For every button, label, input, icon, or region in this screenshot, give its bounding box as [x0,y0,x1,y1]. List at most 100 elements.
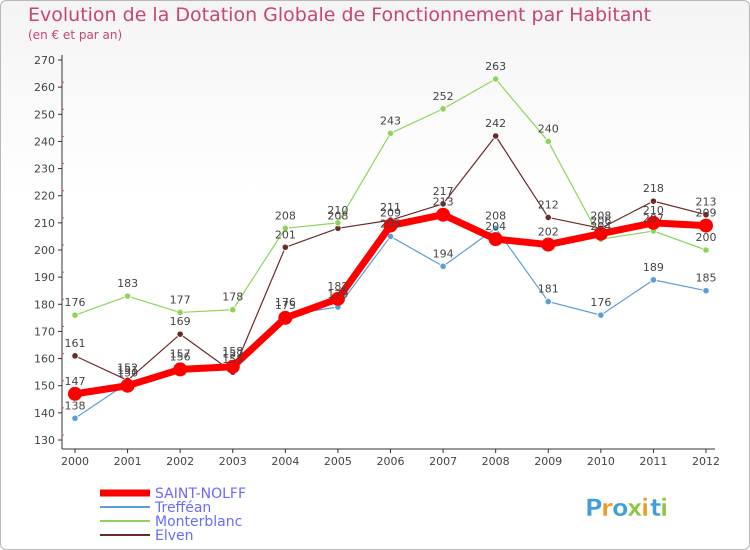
data-point [544,137,552,146]
data-label: 204 [485,220,506,233]
x-tick-label: 2002 [166,455,194,468]
data-point [278,310,293,325]
data-label: 175 [275,299,296,312]
data-label: 213 [696,196,717,209]
series-layer [68,75,713,422]
data-label: 157 [222,348,243,361]
y-tick-label: 170 [34,325,55,338]
y-tick-label: 220 [34,190,55,203]
data-label: 204 [590,220,611,233]
chart-subtitle: (en € et par an) [28,28,123,42]
x-tick-label: 2005 [324,455,352,468]
data-label: 243 [380,114,401,127]
data-label: 209 [380,207,401,220]
x-tick-label: 2012 [692,455,720,468]
data-point [492,224,500,232]
data-label: 213 [433,196,454,209]
data-point [176,330,184,338]
data-point [68,386,82,401]
x-tick-label: 2000 [61,455,89,468]
data-point [71,414,79,422]
data-label: 200 [696,231,717,244]
data-point [439,262,447,270]
data-point [436,207,451,222]
x-tick-label: 2008 [482,455,510,468]
data-label: 240 [538,122,559,135]
data-label: 207 [643,212,664,225]
y-tick-label: 270 [34,54,55,67]
data-label: 201 [275,228,296,241]
data-point [544,297,552,306]
data-label: 185 [696,272,717,285]
data-point [176,308,184,317]
y-tick-label: 250 [34,108,55,121]
data-label: 194 [433,247,454,260]
x-tick-label: 2010 [587,455,615,468]
data-label: 211 [380,201,401,214]
data-point [702,287,710,295]
y-tick-label: 140 [34,407,55,420]
data-label: 208 [485,209,506,222]
data-label: 252 [433,90,454,103]
data-point [702,211,710,219]
data-point [71,352,79,360]
data-point [173,362,188,377]
data-point [699,218,713,233]
data-label: 150 [117,367,138,380]
data-label: 208 [590,209,611,222]
data-label: 156 [170,350,191,363]
data-point [71,311,79,319]
brand-letter: o [612,494,629,522]
data-label: 210 [643,204,664,217]
y-tick-label: 260 [34,81,55,94]
data-point [229,306,237,314]
data-point [541,237,556,252]
data-label: 176 [65,296,86,309]
data-label: 212 [538,198,559,211]
data-label: 217 [433,185,454,198]
legend-label: Elven [155,528,194,544]
x-tick-label: 2011 [639,455,667,468]
y-tick-label: 230 [34,163,55,176]
data-label: 210 [327,204,348,217]
data-point [386,129,395,137]
data-label: 189 [643,261,664,274]
x-tick-label: 2003 [219,455,247,468]
axes: 130 140 150 160 170 180 190 200 210 220 230 240 250 2… [34,54,720,468]
y-tick-label: 210 [34,217,55,230]
data-label: 206 [590,215,611,228]
data-point [123,292,132,300]
data-point [334,219,342,227]
data-point [281,243,289,251]
y-tick-label: 150 [34,380,55,393]
chart-title: Evolution de la Dotation Globale de Fonc… [28,4,651,26]
data-label: 151 [117,364,138,377]
data-label: 208 [327,209,348,222]
brand-letter: i [660,494,668,522]
x-tick-label: 2007 [429,455,457,468]
legend-label: Trefféan [154,500,211,516]
data-point [120,378,135,393]
data-label: 205 [380,217,401,230]
data-label: 263 [485,60,506,73]
x-tick-label: 2001 [114,455,142,468]
data-point [649,276,658,284]
data-label: 176 [590,296,611,309]
data-point [492,132,500,140]
data-point [492,75,500,83]
brand-logo: Pr oxi ti [585,494,669,523]
data-label: 176 [275,296,296,309]
data-label: 218 [643,182,664,195]
data-point [386,232,395,241]
data-label: 152 [117,361,138,374]
x-tick-label: 2009 [534,455,562,468]
brand-letter: i [641,494,649,522]
x-tick-label: 2004 [271,455,299,468]
data-point [649,197,658,205]
y-tick-label: 180 [34,298,55,311]
data-label: 209 [696,207,717,220]
data-label: 161 [65,337,86,350]
